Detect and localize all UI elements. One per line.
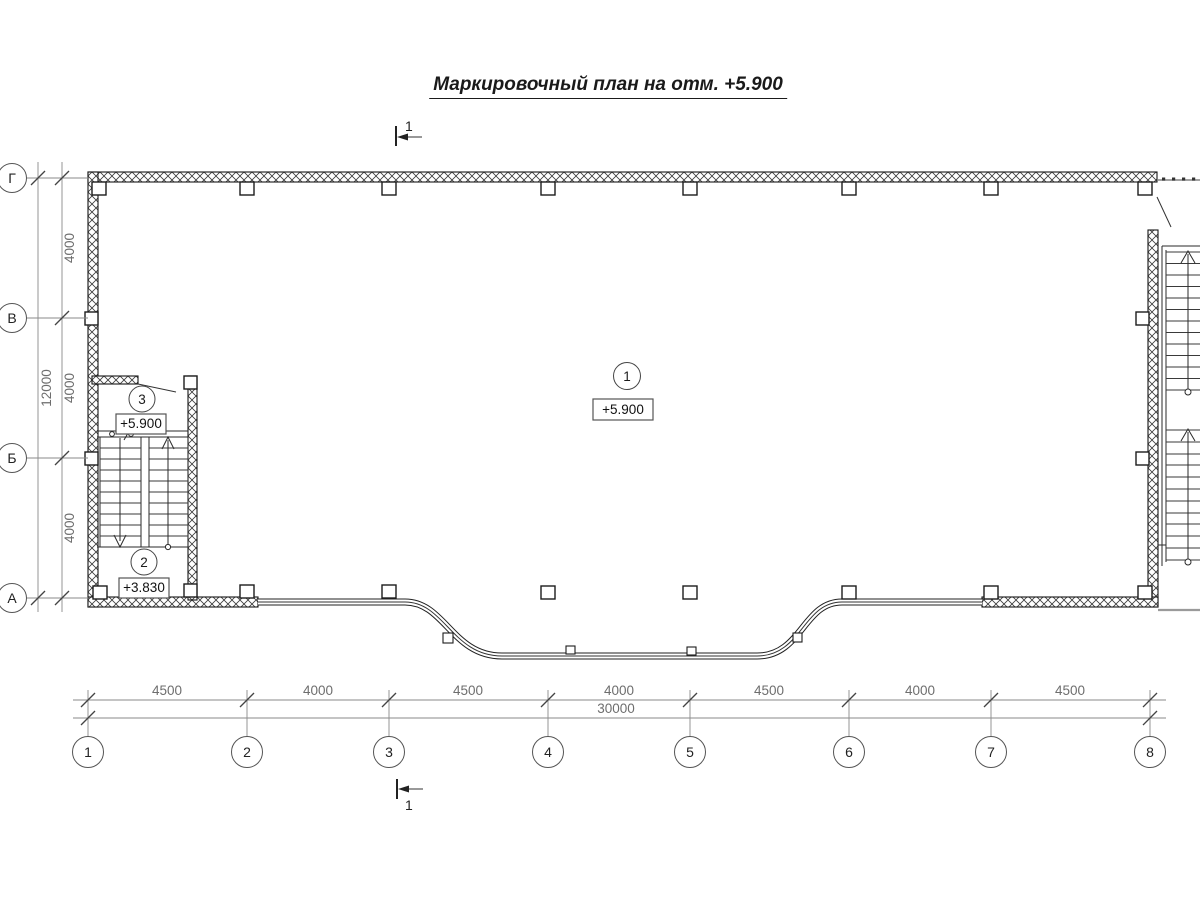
right-wall — [1147, 229, 1159, 608]
bottom-wall-right — [981, 596, 1159, 608]
room-number-hall: 1 — [623, 369, 631, 384]
section-mark-bottom: 1 — [396, 779, 423, 813]
room-number-vestibule: 3 — [138, 392, 146, 407]
left-wall — [87, 171, 99, 608]
room-marker-lower-landing: 2 +3.830 — [118, 548, 170, 599]
axis-label-v: В — [7, 310, 16, 326]
bottom-dimensions: 4500 4000 4500 4000 4500 4000 4500 30000… — [72, 683, 1166, 768]
dim-bottom-seg-7: 4500 — [1055, 683, 1085, 698]
vestibule-door-swing — [137, 383, 177, 393]
section-label-bottom: 1 — [405, 797, 413, 813]
room-level-vestibule: +5.900 — [120, 416, 162, 431]
bottom-axis-bubbles — [72, 736, 1166, 768]
axis-label-g: Г — [8, 170, 16, 186]
exit-door-swing — [1156, 196, 1172, 228]
stairwell-right-wall — [187, 375, 198, 601]
dim-left-seg-1: 4000 — [62, 233, 77, 263]
room-level-lower-landing: +3.830 — [123, 580, 165, 595]
section-label-top: 1 — [405, 118, 413, 134]
room-marker-hall: 1 +5.900 — [592, 362, 654, 421]
left-dimensions: 4000 4000 4000 12000 Г В Б А — [0, 162, 88, 613]
left-axis-bubbles — [0, 163, 27, 613]
dim-bottom-seg-5: 4500 — [754, 683, 784, 698]
section-mark-top: 1 — [395, 118, 422, 146]
curtain-wall — [258, 598, 982, 660]
dim-left-seg-2: 4000 — [62, 373, 77, 403]
dim-bottom-seg-1: 4500 — [152, 683, 182, 698]
room-level-hall: +5.900 — [602, 402, 644, 417]
door-swings — [137, 196, 1172, 393]
axis-label-8: 8 — [1146, 744, 1154, 760]
external-stair — [1158, 177, 1200, 566]
interior-stair — [97, 427, 189, 551]
dim-left-seg-3: 4000 — [62, 513, 77, 543]
dim-bottom-seg-3: 4500 — [453, 683, 483, 698]
axis-label-5: 5 — [686, 744, 694, 760]
dim-bottom-seg-2: 4000 — [303, 683, 333, 698]
axis-label-a: А — [7, 590, 17, 606]
axis-label-3: 3 — [385, 744, 393, 760]
room-number-lower-landing: 2 — [140, 555, 148, 570]
axis-label-2: 2 — [243, 744, 251, 760]
stair-down-arrow — [113, 438, 127, 549]
dim-bottom-seg-4: 4000 — [604, 683, 634, 698]
columns — [84, 181, 1153, 656]
drawing-title: Маркировочный план на отм. +5.900 — [429, 74, 787, 99]
axis-label-b: Б — [7, 450, 16, 466]
dim-left-total: 12000 — [39, 369, 54, 407]
vestibule-top-wall — [91, 375, 139, 385]
axis-label-6: 6 — [845, 744, 853, 760]
axis-label-1: 1 — [84, 744, 92, 760]
external-stair-lower-arrow — [1180, 428, 1196, 566]
top-wall — [87, 171, 1158, 183]
bottom-wall-left — [87, 596, 259, 608]
dim-bottom-total: 30000 — [597, 701, 635, 716]
external-stair-lower-treads — [1166, 429, 1200, 561]
room-marker-vestibule: 3 +5.900 — [115, 385, 167, 435]
bottom-dim-ticks — [80, 692, 1158, 726]
axis-label-4: 4 — [544, 744, 552, 760]
exterior-walls — [87, 171, 1159, 608]
external-stair-upper-arrow — [1180, 250, 1196, 396]
stair-up-arrow — [161, 435, 175, 551]
external-stair-upper-treads — [1166, 251, 1200, 391]
left-dim-ticks — [30, 170, 70, 606]
dim-bottom-seg-6: 4000 — [905, 683, 935, 698]
axis-label-7: 7 — [987, 744, 995, 760]
